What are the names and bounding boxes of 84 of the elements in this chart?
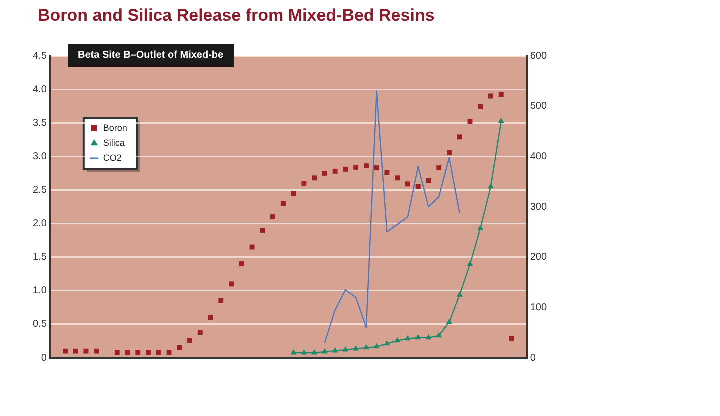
point [250,244,255,250]
point [280,201,286,206]
point [260,228,266,233]
y2-tick-label: 0 [530,352,536,364]
y-tick-label: 4.0 [32,84,48,96]
point [436,332,442,338]
point [498,118,504,124]
point [384,170,390,176]
point [509,336,514,342]
y-tick-label: 3.5 [32,118,48,129]
point [125,350,130,356]
point [84,348,89,354]
point [73,348,78,354]
point [290,349,297,355]
point [114,350,120,356]
point [94,348,100,354]
point [322,348,328,354]
point [404,335,411,341]
point [156,350,162,356]
point [146,350,151,356]
point [436,166,442,171]
point [426,334,432,340]
point [270,214,276,220]
point [384,340,390,346]
point [342,346,349,352]
point [301,349,308,355]
point [416,184,421,190]
y-tick-label: 1.0 [32,286,48,297]
point [291,191,296,196]
point [364,164,369,169]
point [457,134,462,140]
point [62,348,68,354]
point [363,344,370,350]
point [188,338,192,344]
point [467,260,474,266]
point [166,350,172,356]
point [394,337,401,343]
point [322,170,328,176]
point [498,92,504,98]
point [218,298,224,304]
point [405,182,410,187]
y-tick-label: 0 [41,352,48,364]
point [478,104,484,110]
point [229,282,234,287]
y-tick-label: 0.5 [32,319,48,330]
y-tick-label: 3.0 [32,151,48,162]
point [488,94,494,99]
point [312,176,318,181]
point [374,166,380,171]
y2-tick-label: 600 [530,50,548,62]
point [446,318,453,324]
y-tick-label: 1.5 [32,252,48,264]
point [302,181,307,186]
chart-subtitle: Beta Site B–Outlet of Mixed-be [68,44,234,67]
legend-label: Boron [103,122,128,133]
point [198,330,203,335]
y-tick-label: 2.0 [32,218,48,230]
point [239,262,244,267]
y-tick-label: 4.5 [32,50,48,62]
point [415,334,422,340]
point [426,178,432,184]
point [353,345,360,351]
point [354,164,359,170]
point [332,347,338,353]
point [478,225,484,230]
legend-label: Silica [103,138,125,148]
point [312,349,318,355]
y-tick-label: 2.5 [32,184,48,196]
point [177,345,182,350]
y2-tick-label: 200 [530,252,548,264]
y2-tick-label: 300 [530,202,548,213]
y2-tick-label: 500 [530,101,548,112]
y2-tick-label: 400 [530,151,548,162]
point [136,350,141,356]
point [456,292,463,297]
point [343,166,348,172]
point [488,183,494,189]
point [374,343,380,349]
chart-title: Boron and Silica Release from Mixed-Bed Resins [38,6,435,26]
point [332,168,338,174]
legend-label: CO2 [103,152,122,163]
point [447,150,452,156]
point [395,176,400,181]
y2-tick-label: 100 [530,302,548,314]
